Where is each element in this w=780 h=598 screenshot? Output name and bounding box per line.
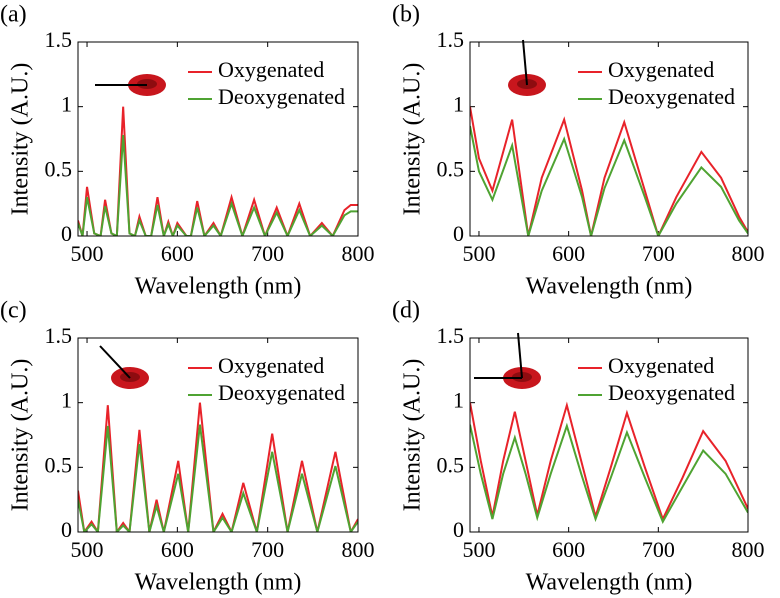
light-arrow [522,39,528,86]
y-tick-label: 1 [61,388,72,413]
y-tick-label: 0 [453,221,464,246]
x-tick-label: 500 [71,241,104,266]
y-axis-label: Intensity (A.U.) [400,359,426,512]
x-axis-label: Wavelength (nm) [135,274,302,300]
data-line [470,125,748,236]
y-tick-label: 1 [453,92,464,117]
panel-label: (a) [0,2,27,28]
panel-label: (b) [392,2,420,28]
x-tick-label: 600 [161,537,194,562]
x-tick-label: 800 [342,241,375,266]
legend-label: Oxygenated [218,57,324,82]
subplot: (c) Wavelength (nm) Intensity (A.U.) 500 600… [0,298,375,596]
legend-label: Oxygenated [608,57,714,82]
x-tick-label: 800 [732,241,765,266]
data-line [78,424,358,532]
plot-area [470,401,748,524]
light-arrow [99,345,131,379]
y-tick-label: 1 [453,388,464,413]
plot-area [78,106,358,236]
legend-label: Deoxygenated [608,380,735,405]
y-axis-label: Intensity (A.U.) [8,63,34,216]
plot-area [470,106,748,236]
panel-label: (c) [0,298,27,324]
y-axis-label: Intensity (A.U.) [8,359,34,512]
x-tick-label: 700 [251,537,284,562]
y-tick-label: 0.5 [437,452,465,477]
x-tick-label: 500 [462,537,495,562]
subplot: (a) Wavelength (nm) Intensity (A.U.) 500 600… [0,2,375,300]
x-tick-label: 600 [552,241,585,266]
data-line [470,422,748,524]
legend-label: Oxygenated [218,353,324,378]
y-tick-label: 0 [61,221,72,246]
subplot: (b) Wavelength (nm) Intensity (A.U.) 500 600… [392,2,765,300]
panel-label: (d) [392,298,420,324]
x-tick-label: 700 [642,537,675,562]
x-tick-label: 500 [462,241,495,266]
x-tick-label: 600 [552,537,585,562]
data-line [78,402,358,532]
legend-label: Deoxygenated [218,380,345,405]
data-line [470,106,748,236]
legend-label: Deoxygenated [218,84,345,109]
y-tick-label: 0 [453,517,464,542]
subplot: (d) Wavelength (nm) Intensity (A.U.) 500 600… [392,298,765,596]
x-tick-label: 700 [642,241,675,266]
axes-box [469,41,749,237]
y-tick-label: 1 [61,92,72,117]
x-tick-label: 600 [161,241,194,266]
y-axis-label: Intensity (A.U.) [400,63,426,216]
legend-label: Oxygenated [608,353,714,378]
data-line [470,401,748,522]
x-axis-label: Wavelength (nm) [135,570,302,596]
y-tick-label: 0.5 [45,156,73,181]
y-tick-label: 1.5 [45,27,73,52]
axes-box [77,41,359,237]
x-tick-label: 700 [251,241,284,266]
x-axis-label: Wavelength (nm) [526,570,693,596]
x-tick-label: 500 [71,537,104,562]
axes-box [77,337,359,533]
y-tick-label: 1.5 [437,323,465,348]
data-line [78,135,358,236]
y-tick-label: 0 [61,517,72,542]
plot-area [78,402,358,532]
legend-label: Deoxygenated [608,84,735,109]
axes-box [469,337,749,533]
x-axis-label: Wavelength (nm) [526,274,693,300]
y-tick-label: 1.5 [45,323,73,348]
y-tick-label: 0.5 [45,452,73,477]
y-tick-label: 0.5 [437,156,465,181]
x-tick-label: 800 [342,537,375,562]
y-tick-label: 1.5 [437,27,465,52]
x-tick-label: 800 [732,537,765,562]
light-arrow [517,332,523,379]
